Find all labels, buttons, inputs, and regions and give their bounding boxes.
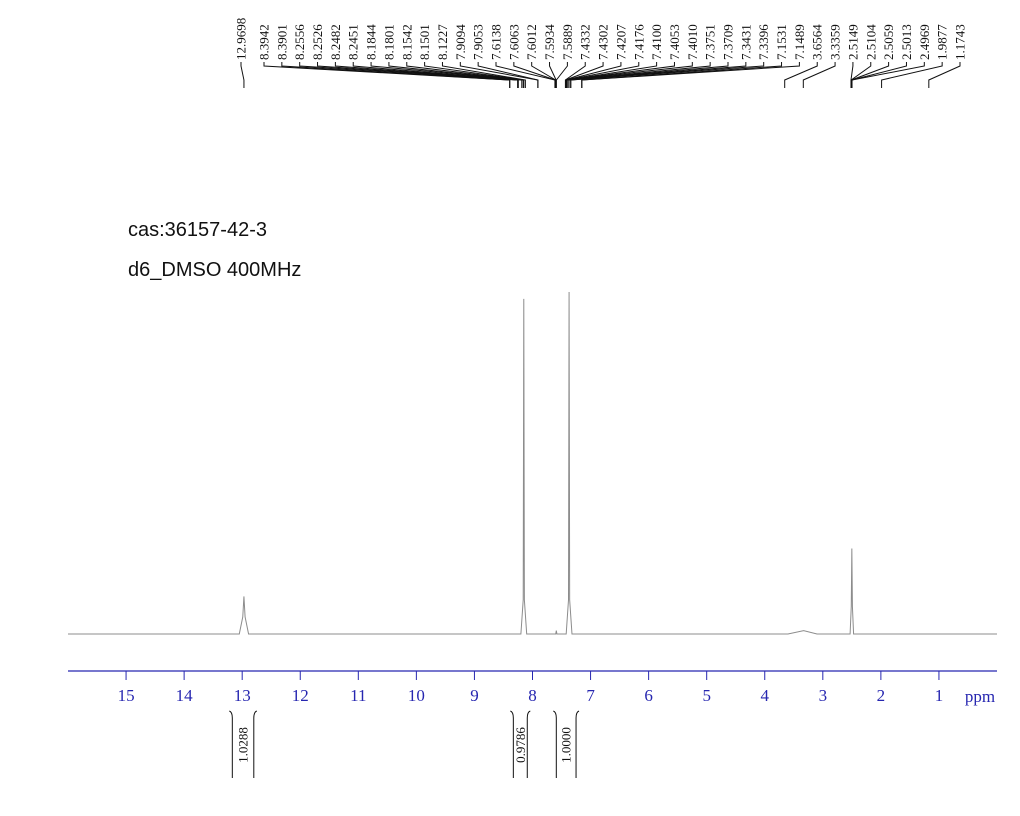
peak-label: 2.5149	[845, 24, 860, 60]
peak-label: 7.9094	[453, 24, 468, 60]
peak-connector	[565, 62, 604, 88]
peak-label: 7.1489	[792, 24, 807, 60]
x-tick-label: 14	[176, 686, 194, 705]
peak-label: 7.4207	[613, 24, 628, 60]
peak-connector	[568, 62, 729, 88]
peak-label: 2.4969	[917, 24, 932, 60]
integral-bracket	[553, 710, 580, 778]
peak-connector	[281, 62, 511, 88]
peak-label: 1.9877	[935, 24, 950, 60]
integral-bracket	[229, 710, 258, 778]
peak-label: 3.6564	[810, 24, 825, 60]
peak-label: 8.2451	[346, 24, 361, 60]
peak-connector	[570, 62, 765, 88]
x-tick-label: 7	[586, 686, 595, 705]
peak-connector	[555, 62, 568, 88]
peak-label: 8.2526	[310, 24, 325, 60]
peak-label: 8.1844	[364, 24, 379, 60]
peak-label: 7.4176	[631, 24, 646, 60]
peak-label: 12.9698	[234, 18, 249, 60]
x-tick-label: 2	[877, 686, 886, 705]
peak-label: 7.3709	[721, 24, 736, 60]
peak-label: 7.9053	[471, 24, 486, 60]
peak-label: 7.4332	[578, 24, 593, 60]
peak-label: 2.5059	[881, 24, 896, 60]
x-tick-label: 4	[761, 686, 770, 705]
x-tick-label: 12	[292, 686, 309, 705]
x-axis-label: ppm	[965, 687, 995, 706]
peak-connector	[566, 62, 693, 88]
peak-label: 8.3942	[257, 24, 272, 60]
x-tick-label: 11	[350, 686, 366, 705]
peak-connector	[477, 62, 539, 88]
peak-label: 1.1743	[953, 24, 968, 60]
integral-label: 0.9786	[513, 727, 528, 763]
peak-label: 8.3901	[274, 24, 289, 60]
chart-subtitle: d6_DMSO 400MHz	[128, 259, 301, 281]
peak-connector	[388, 62, 523, 88]
peak-label: 8.1801	[381, 24, 396, 60]
peak-label: 7.3431	[738, 24, 753, 60]
peak-connector	[881, 62, 943, 88]
peak-connector	[441, 62, 526, 88]
x-tick-label: 6	[644, 686, 653, 705]
peak-connector	[352, 62, 519, 88]
peak-connector	[240, 62, 245, 88]
integral-bracket	[510, 710, 531, 778]
peak-label: 7.6063	[506, 24, 521, 60]
x-tick-label: 15	[118, 686, 135, 705]
chart-title: cas:36157-42-3	[128, 219, 267, 241]
peak-label: 7.6012	[524, 24, 539, 60]
peak-label: 7.4302	[596, 24, 611, 60]
peak-connector	[928, 62, 961, 88]
peak-label: 2.5104	[863, 24, 878, 60]
peak-connector	[424, 62, 525, 88]
peak-label: 7.4053	[667, 24, 682, 60]
peak-connector	[784, 62, 818, 88]
peak-label: 2.5013	[899, 24, 914, 60]
peak-connector	[851, 62, 925, 88]
peak-connector	[581, 62, 800, 88]
peak-label: 7.5934	[542, 24, 557, 60]
x-tick-label: 13	[234, 686, 251, 705]
peak-label: 7.6138	[489, 24, 504, 60]
peak-label: 7.1531	[774, 24, 789, 60]
x-tick-label: 3	[819, 686, 828, 705]
x-tick-label: 8	[528, 686, 537, 705]
peak-label: 7.4010	[685, 24, 700, 60]
peak-label: 8.2482	[328, 24, 343, 60]
peak-label: 8.1227	[435, 24, 450, 60]
integral-label: 1.0288	[236, 727, 251, 763]
peak-label: 7.3396	[756, 24, 771, 60]
peak-label: 7.4100	[649, 24, 664, 60]
spectrum-line	[68, 291, 997, 635]
peak-label: 8.2556	[292, 24, 307, 60]
peak-label: 7.5889	[560, 24, 575, 60]
x-tick-label: 10	[408, 686, 425, 705]
x-tick-label: 5	[702, 686, 711, 705]
x-tick-label: 9	[470, 686, 479, 705]
peak-label: 8.1542	[399, 24, 414, 60]
peak-connector	[802, 62, 836, 88]
peak-label: 8.1501	[417, 24, 432, 60]
x-tick-label: 1	[935, 686, 944, 705]
peak-connector	[850, 62, 872, 88]
peak-label: 3.3359	[828, 24, 843, 60]
integral-label: 1.0000	[559, 727, 574, 763]
peak-label: 7.3751	[703, 24, 718, 60]
